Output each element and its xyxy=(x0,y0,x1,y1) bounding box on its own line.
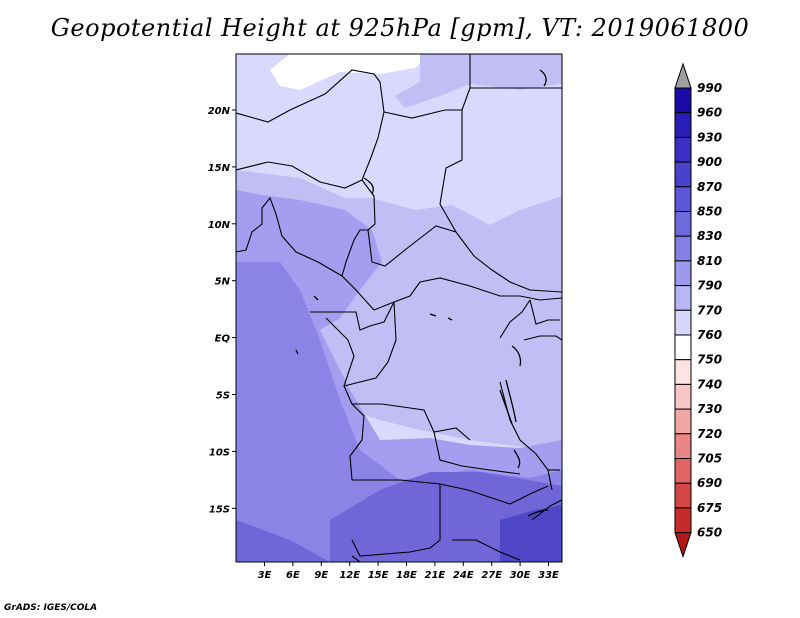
colorbar-bottom-arrow xyxy=(674,532,692,559)
colorbar-swatch xyxy=(674,408,692,435)
colorbar-level-label: 930 xyxy=(697,130,722,144)
grads-credit: GrADS: IGES/COLA xyxy=(4,603,98,613)
latitude-axis: 20N 15N 10N 5N EQ 5S 10S 15S xyxy=(208,106,236,515)
colorbar-level-label: 750 xyxy=(697,353,722,367)
lat-tick-label: 15S xyxy=(209,504,230,515)
colorbar-swatch xyxy=(674,482,692,509)
colorbar-level-label: 810 xyxy=(697,254,722,268)
lat-tick-label: 10N xyxy=(208,220,231,231)
colorbar-swatch xyxy=(674,87,692,114)
lon-tick-label: 6E xyxy=(286,570,300,581)
colorbar-swatch xyxy=(674,507,692,534)
colorbar-level-label: 650 xyxy=(697,526,722,540)
colorbar-swatch xyxy=(674,383,692,410)
lat-tick-label: EQ xyxy=(215,334,231,345)
field-850-sw-corner xyxy=(236,520,330,562)
colorbar-swatch xyxy=(674,260,692,287)
colorbar-swatch xyxy=(674,161,692,188)
colorbar-level-label: 870 xyxy=(697,180,722,194)
lon-tick-label: 3E xyxy=(258,570,272,581)
colorbar-swatch xyxy=(674,458,692,484)
country-borders xyxy=(236,54,562,562)
colorbar-level-label: 790 xyxy=(697,279,722,293)
field-870-southeast xyxy=(500,505,562,562)
lon-tick-label: 33E xyxy=(538,570,559,581)
lat-tick-label: 20N xyxy=(208,106,231,117)
colorbar-level-label: 990 xyxy=(697,81,722,95)
lat-tick-label: 5S xyxy=(216,391,230,402)
colorbar-level-label: 760 xyxy=(697,328,722,342)
lon-tick-label: 27E xyxy=(481,570,502,581)
lon-tick-label: 9E xyxy=(314,570,328,581)
colorbar-swatch xyxy=(674,309,692,336)
map-panel xyxy=(236,54,562,562)
map-title: Geopotential Height at 925hPa [gpm], VT:… xyxy=(50,14,750,42)
colorbar-swatch xyxy=(674,334,692,361)
lon-tick-label: 21E xyxy=(425,570,446,581)
lon-tick-label: 18E xyxy=(396,570,417,581)
colorbar-swatch xyxy=(674,235,692,262)
colorbar-level-label: 850 xyxy=(697,205,722,219)
colorbar-level-label: 770 xyxy=(697,303,722,317)
colorbar-swatch xyxy=(674,285,692,311)
colorbar-swatch xyxy=(674,211,692,237)
lon-tick-label: 12E xyxy=(339,570,360,581)
colorbar-level-label: 690 xyxy=(697,476,722,490)
colorbar-swatch xyxy=(674,433,692,459)
colorbar-level-label: 740 xyxy=(697,377,722,391)
colorbar-swatch xyxy=(674,359,692,385)
colorbar-level-label: 675 xyxy=(697,501,722,515)
field-790-sahara-patch xyxy=(395,54,562,108)
lat-tick-label: 10S xyxy=(209,447,230,458)
lat-tick-label: 15N xyxy=(208,163,231,174)
colorbar-swatch xyxy=(674,112,692,138)
colorbar: 990 960 930 900 870 850 830 810 790 770 760 750 740 7… xyxy=(674,62,722,559)
lon-tick-label: 30E xyxy=(510,570,531,581)
colorbar-level-label: 830 xyxy=(697,229,722,243)
colorbar-swatch xyxy=(674,186,692,213)
lakes-and-rivers xyxy=(295,69,549,517)
longitude-axis: 3E 6E 9E 12E 15E 18E 21E 24E 27E 30E 33E xyxy=(258,562,559,581)
colorbar-level-label: 900 xyxy=(697,155,722,169)
colorbar-level-label: 720 xyxy=(697,427,722,441)
lat-tick-label: 5N xyxy=(215,277,231,288)
colorbar-top-arrow xyxy=(674,62,692,89)
colorbar-level-label: 730 xyxy=(697,402,722,416)
colorbar-level-label: 705 xyxy=(697,452,722,466)
map-frame xyxy=(235,53,563,563)
colorbar-level-label: 960 xyxy=(697,106,722,120)
lon-tick-label: 24E xyxy=(453,570,474,581)
colorbar-swatch xyxy=(674,136,692,163)
lon-tick-label: 15E xyxy=(368,570,389,581)
